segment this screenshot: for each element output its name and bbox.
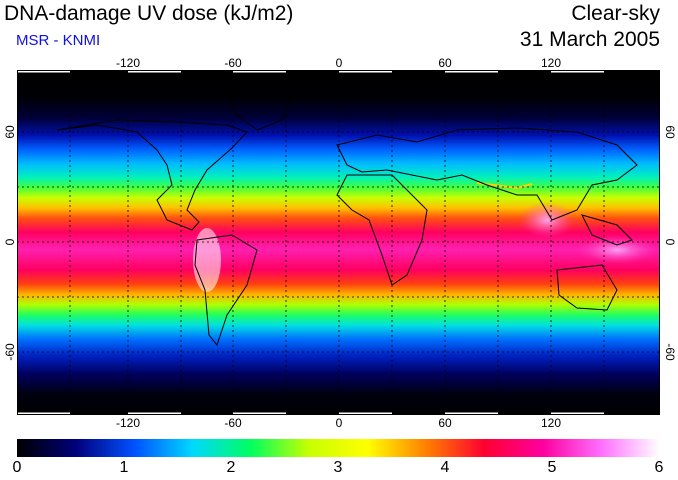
date-label: 31 March 2005 <box>519 28 660 51</box>
colorbar-label-3: 3 <box>333 459 343 476</box>
colorbar-label-6: 6 <box>654 459 664 476</box>
himalaya-highlight <box>476 182 533 190</box>
top-lon-label-0: 0 <box>335 56 343 70</box>
left-lat-label-n60: 60 <box>3 125 17 139</box>
colorbar-label-4: 4 <box>440 459 450 476</box>
colorbar-label-2: 2 <box>226 459 236 476</box>
bottom-lon-label-0: 0 <box>335 416 343 430</box>
right-lat-label-0: 0 <box>663 238 677 246</box>
left-lat-label-0: 0 <box>3 238 17 246</box>
bottom-lon-label-w120: -120 <box>115 416 141 430</box>
continent-outlines <box>56 84 638 347</box>
graticule <box>17 70 660 415</box>
map-frame <box>17 70 660 415</box>
top-lon-label-w120: -120 <box>115 56 141 70</box>
source-label: MSR - KNMI <box>16 32 101 49</box>
right-lat-label-n60: 60 <box>663 125 677 139</box>
colorbar-label-0: 0 <box>12 459 22 476</box>
colorbar-label-1: 1 <box>119 459 129 476</box>
top-lon-label-e120: 120 <box>540 56 562 70</box>
andes-hotspot <box>193 228 221 292</box>
sky-condition-label: Clear-sky <box>571 2 660 25</box>
colorbar-label-5: 5 <box>547 459 557 476</box>
colorbar <box>17 439 660 457</box>
top-lon-label-w60: -60 <box>224 56 242 70</box>
left-lat-label-s60: -60 <box>3 343 17 361</box>
se-asia-hotspot <box>519 202 575 238</box>
bottom-lon-label-w60: -60 <box>224 416 242 430</box>
bottom-lon-label-e60: 60 <box>438 416 452 430</box>
top-lon-label-e60: 60 <box>438 56 452 70</box>
right-lat-label-s60: -60 <box>663 343 677 361</box>
pacific-hotspot <box>577 236 657 264</box>
map-title: DNA-damage UV dose (kJ/m2) <box>4 2 294 25</box>
bottom-lon-label-e120: 120 <box>540 416 562 430</box>
uv-dose-map <box>17 70 660 415</box>
